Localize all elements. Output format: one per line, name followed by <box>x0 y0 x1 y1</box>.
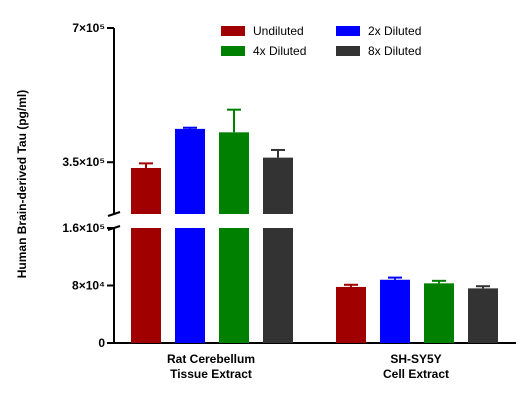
y-tick-label: 7×10⁵ <box>72 21 105 35</box>
y-tick-label: 1.6×10⁵ <box>62 221 105 235</box>
legend-swatch <box>336 26 360 36</box>
bar <box>380 279 410 343</box>
legend-swatch <box>336 46 360 56</box>
x-category-label: Rat Cerebellum Tissue Extract <box>167 352 255 381</box>
y-tick-label: 0 <box>98 336 105 350</box>
legend-swatch <box>221 26 245 36</box>
y-axis-label: Human Brain-derived Tau (pg/ml) <box>15 90 29 278</box>
bars <box>131 108 498 343</box>
bar-lower-segment <box>175 228 205 343</box>
x-category-label-line: SH-SY5Y <box>390 352 441 366</box>
bar <box>263 157 293 214</box>
bar <box>468 288 498 343</box>
x-category-label-line: Cell Extract <box>383 367 449 381</box>
legend: Undiluted 2x Diluted 4x Diluted 8x Diluted <box>221 24 421 58</box>
legend-label: 8x Diluted <box>368 44 421 58</box>
bar <box>424 283 454 343</box>
y-tick-label: 3.5×10⁵ <box>62 155 105 169</box>
bar <box>131 167 161 214</box>
y-tick-label: 8×10⁴ <box>72 279 105 293</box>
bar-lower-segment <box>219 228 249 343</box>
x-category-label-line: Rat Cerebellum <box>167 352 255 366</box>
x-category-label: SH-SY5Y Cell Extract <box>383 352 449 381</box>
bar-lower-segment <box>263 228 293 343</box>
legend-label: 4x Diluted <box>253 44 306 58</box>
bar <box>175 128 205 214</box>
bar <box>336 286 366 343</box>
x-category-label-line: Tissue Extract <box>170 367 252 381</box>
bar <box>219 132 249 214</box>
legend-swatch <box>221 46 245 56</box>
axis-break-mark <box>107 211 121 217</box>
legend-label: 2x Diluted <box>368 24 421 38</box>
bar-lower-segment <box>131 228 161 343</box>
legend-label: Undiluted <box>253 24 304 38</box>
x-axis-labels: Rat Cerebellum Tissue Extract SH-SY5Y Cell … <box>167 352 449 381</box>
